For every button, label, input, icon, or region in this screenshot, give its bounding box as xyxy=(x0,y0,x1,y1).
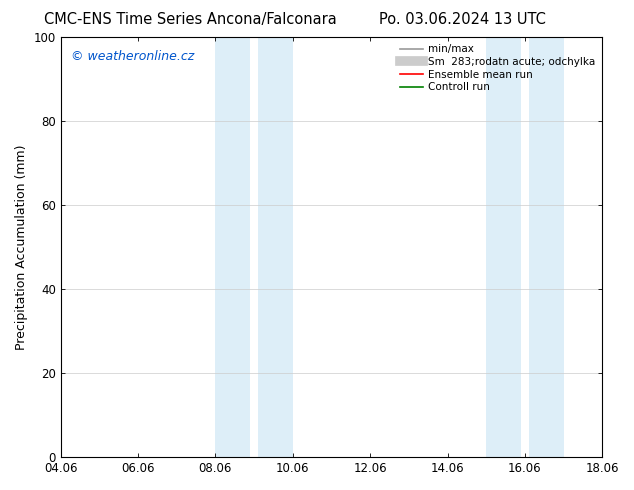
Legend: min/max, Sm  283;rodatn acute; odchylka, Ensemble mean run, Controll run: min/max, Sm 283;rodatn acute; odchylka, … xyxy=(396,40,599,97)
Text: CMC-ENS Time Series Ancona/Falconara: CMC-ENS Time Series Ancona/Falconara xyxy=(44,12,337,27)
Text: © weatheronline.cz: © weatheronline.cz xyxy=(72,50,195,63)
Bar xyxy=(258,37,293,457)
Bar xyxy=(216,37,250,457)
Bar xyxy=(486,37,521,457)
Bar xyxy=(529,37,564,457)
Text: Po. 03.06.2024 13 UTC: Po. 03.06.2024 13 UTC xyxy=(379,12,547,27)
Y-axis label: Precipitation Accumulation (mm): Precipitation Accumulation (mm) xyxy=(15,145,28,350)
